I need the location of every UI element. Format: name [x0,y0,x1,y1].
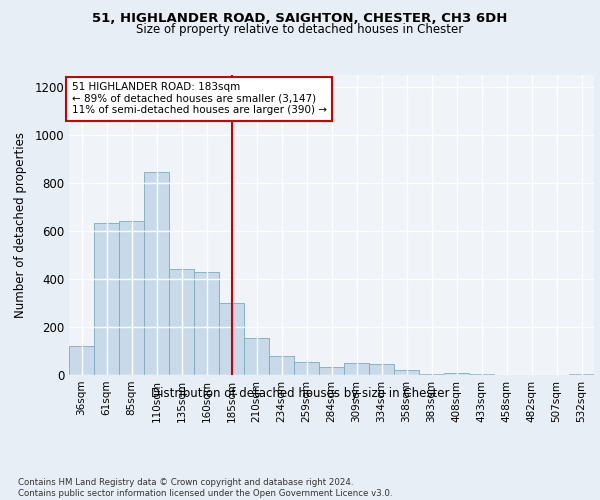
Bar [294,362,319,375]
Bar [319,366,344,375]
Bar [194,272,219,375]
Text: Contains HM Land Registry data © Crown copyright and database right 2024.
Contai: Contains HM Land Registry data © Crown c… [18,478,392,498]
Bar [144,172,169,375]
Bar [569,374,594,375]
Bar [69,346,94,375]
Text: 51, HIGHLANDER ROAD, SAIGHTON, CHESTER, CH3 6DH: 51, HIGHLANDER ROAD, SAIGHTON, CHESTER, … [92,12,508,26]
Bar [394,370,419,375]
Text: Size of property relative to detached houses in Chester: Size of property relative to detached ho… [136,22,464,36]
Bar [344,363,369,375]
Text: 51 HIGHLANDER ROAD: 183sqm
← 89% of detached houses are smaller (3,147)
11% of s: 51 HIGHLANDER ROAD: 183sqm ← 89% of deta… [71,82,326,116]
Y-axis label: Number of detached properties: Number of detached properties [14,132,28,318]
Bar [219,303,244,375]
Bar [469,374,494,375]
Bar [94,222,119,375]
Bar [444,372,469,375]
Text: Distribution of detached houses by size in Chester: Distribution of detached houses by size … [151,388,449,400]
Bar [169,270,194,375]
Bar [244,338,269,375]
Bar [119,222,144,375]
Bar [269,356,294,375]
Bar [419,374,444,375]
Bar [369,364,394,375]
